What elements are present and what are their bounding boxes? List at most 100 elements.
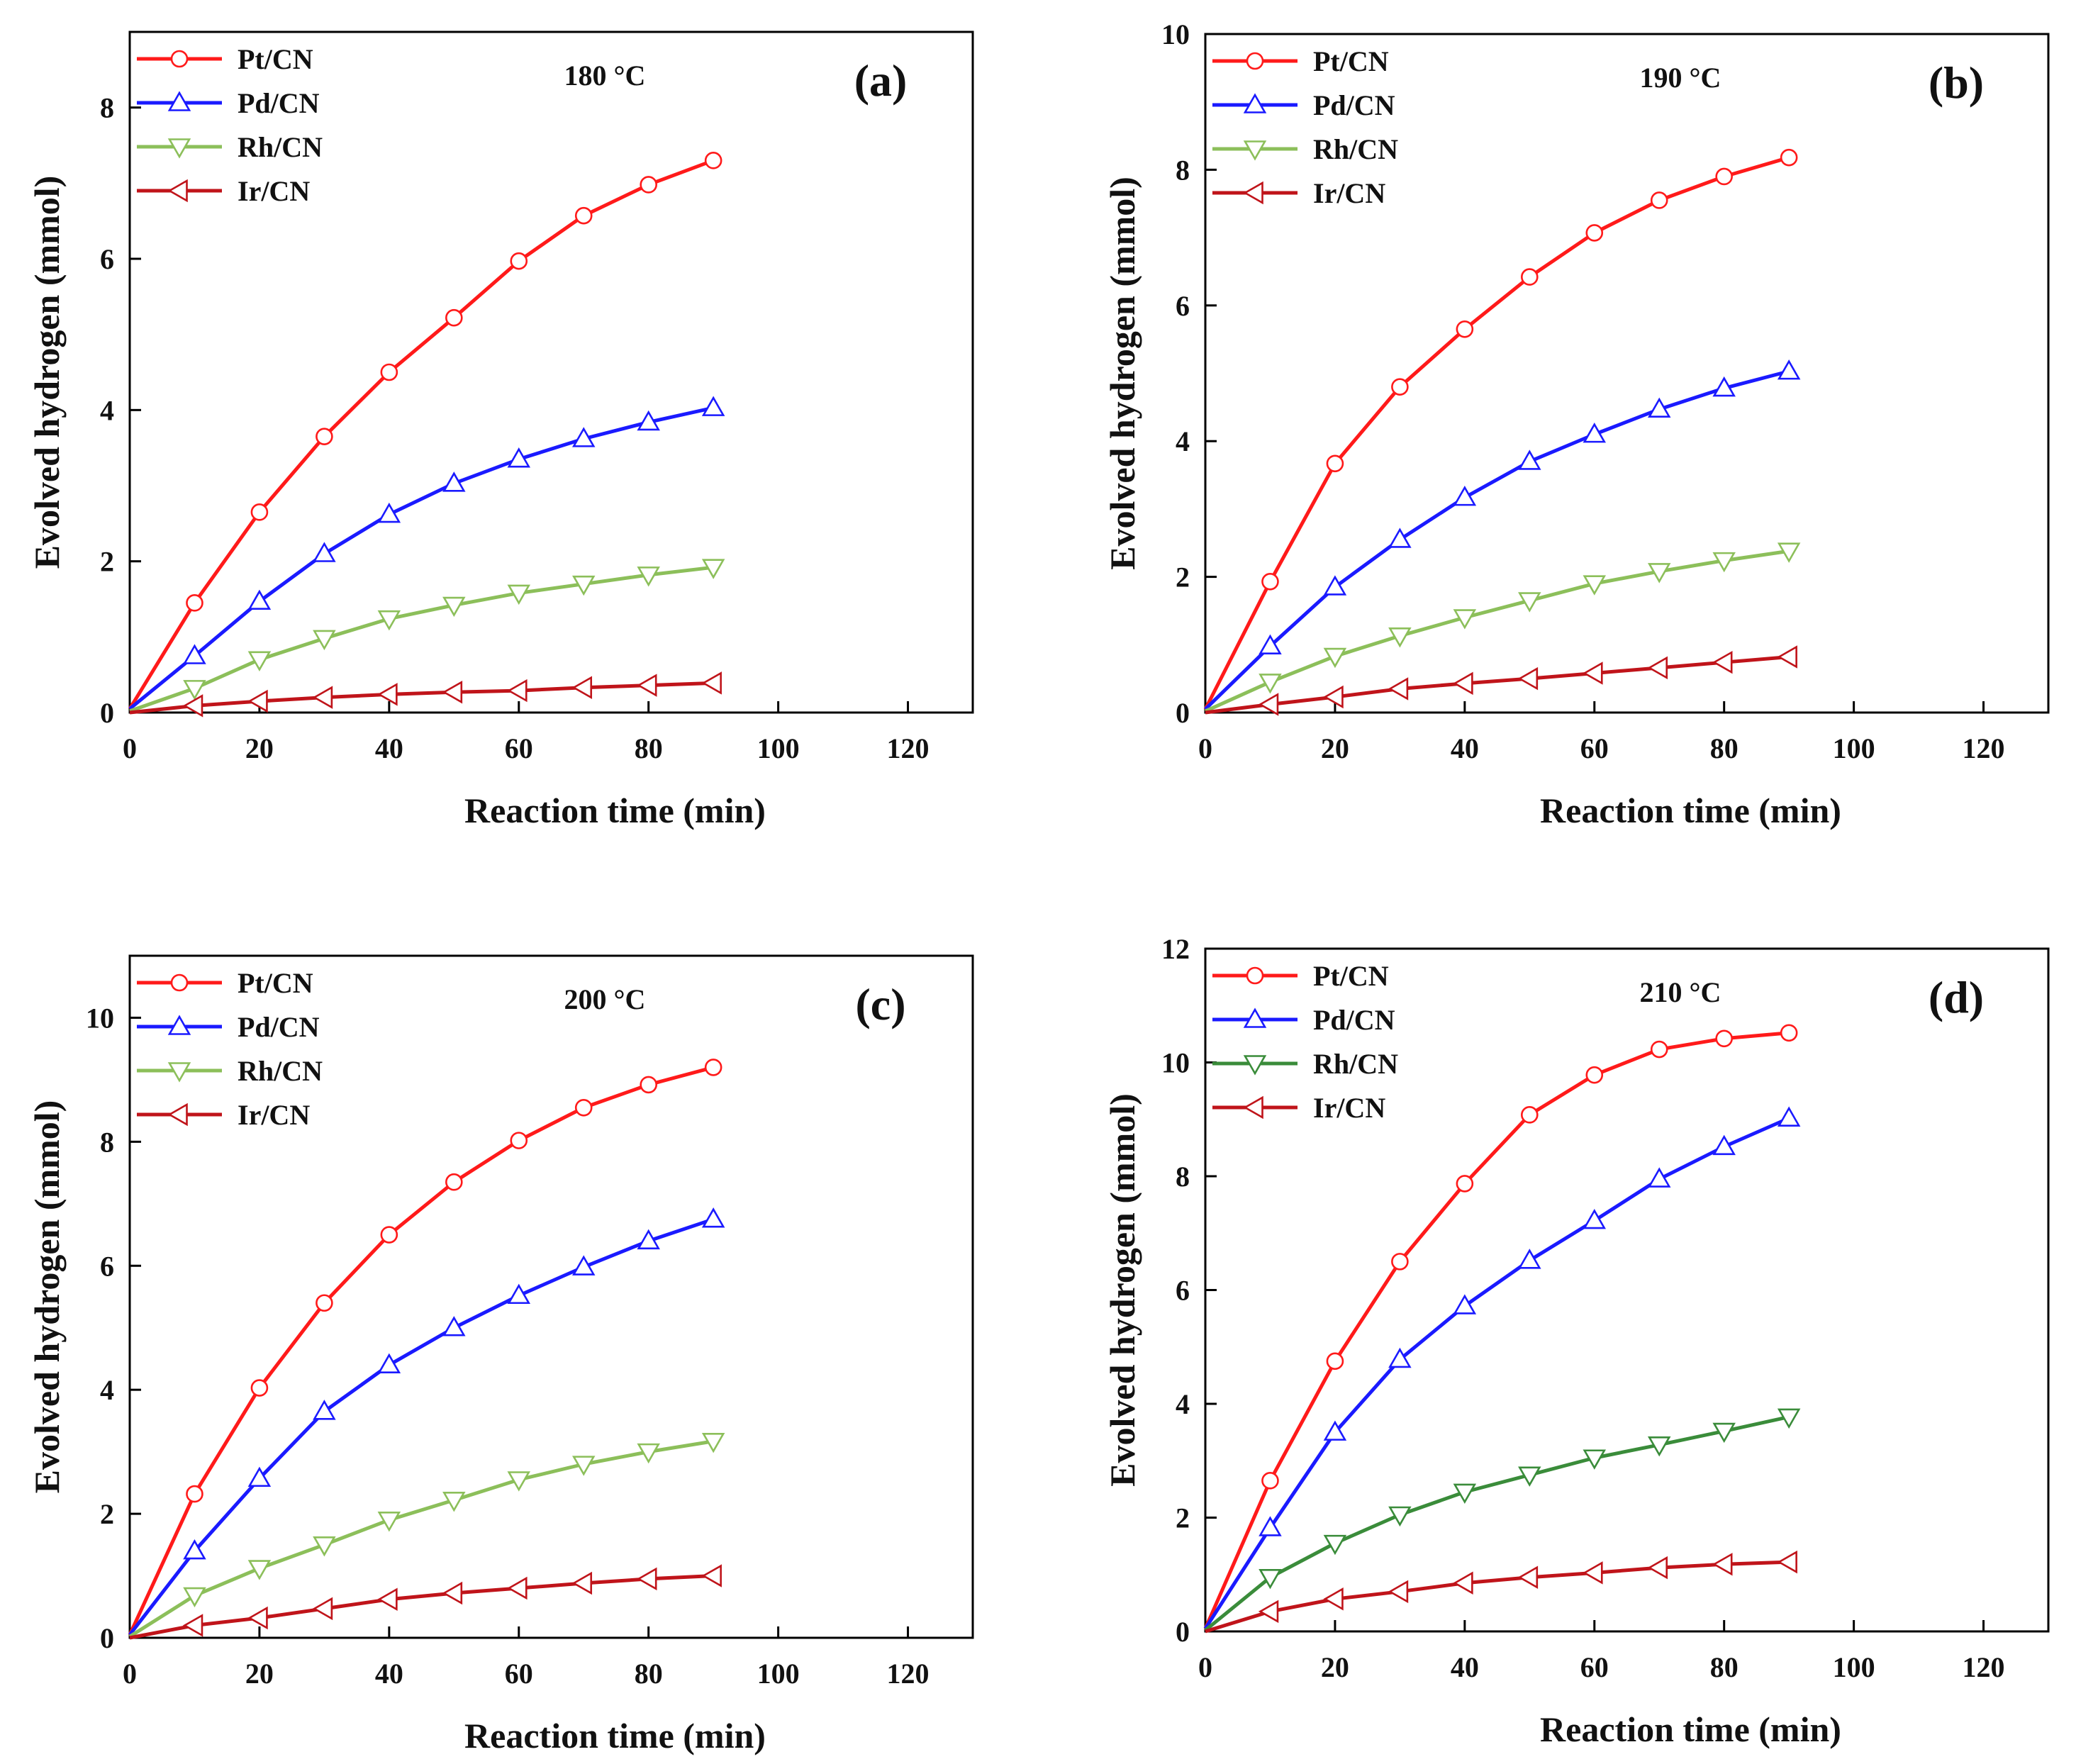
- series-line: [129, 565, 714, 713]
- series-line: [1203, 155, 1790, 710]
- data-point: [1388, 1580, 1409, 1604]
- data-point: [507, 1283, 531, 1305]
- legend-label: Pt/CN: [1313, 960, 1389, 992]
- data-point: [186, 594, 203, 612]
- data-point: [1323, 685, 1344, 709]
- data-point: [442, 680, 463, 704]
- legend-marker: [167, 179, 188, 203]
- x-tick-label: 20: [245, 1658, 274, 1690]
- data-point: [445, 1173, 463, 1191]
- legend-marker: [167, 1102, 188, 1127]
- x-tick-label: 80: [1710, 732, 1739, 764]
- series-pt-cn: [128, 1059, 722, 1636]
- data-point: [701, 396, 725, 416]
- data-point: [1518, 1249, 1541, 1269]
- data-point: [377, 1353, 401, 1373]
- data-point: [312, 1597, 333, 1621]
- x-tick-label: 100: [1833, 1651, 1875, 1683]
- data-point: [1583, 1561, 1603, 1585]
- legend: Pt/CN Pd/CN Rh/CN Ir/CN: [137, 43, 323, 207]
- series-line: [1203, 1116, 1790, 1630]
- data-point: [1259, 1516, 1282, 1536]
- plot-frame: [128, 954, 974, 1639]
- legend-marker: [1243, 181, 1263, 205]
- data-point: [1391, 378, 1409, 396]
- data-point: [247, 651, 272, 671]
- x-tick-label: 120: [887, 1658, 930, 1690]
- x-tick-label: 60: [505, 1658, 533, 1690]
- series-line: [128, 1439, 714, 1639]
- temperature-label: 190 °C: [1640, 62, 1721, 94]
- data-point: [247, 589, 272, 610]
- data-point: [637, 410, 660, 431]
- legend-marker: [1243, 1095, 1263, 1120]
- x-tick-label: 40: [375, 732, 403, 764]
- y-tick-label: 2: [100, 546, 114, 578]
- y-tick-label: 6: [1176, 1275, 1190, 1307]
- y-tick-label: 6: [1176, 290, 1190, 322]
- data-point: [1583, 662, 1603, 685]
- x-tick-label: 20: [1321, 1651, 1349, 1683]
- legend-marker: [1246, 52, 1264, 70]
- x-tick-label: 40: [1451, 1651, 1479, 1683]
- y-axis-title: Evolved hydrogen (mmol): [27, 1100, 67, 1494]
- series-ir-cn: [129, 671, 722, 718]
- data-point: [1780, 148, 1798, 167]
- data-point: [1777, 542, 1801, 563]
- x-axis-title: Reaction time (min): [464, 1716, 766, 1755]
- data-point: [1388, 1347, 1412, 1368]
- temperature-label: 180 °C: [564, 60, 646, 91]
- data-point: [1647, 563, 1671, 584]
- x-axis-title: Reaction time (min): [1540, 1709, 1841, 1749]
- x-axis-title: Reaction time (min): [1540, 791, 1841, 830]
- data-point: [571, 1456, 596, 1476]
- data-point: [701, 671, 722, 695]
- data-point: [1583, 575, 1607, 596]
- data-point: [313, 1536, 336, 1557]
- data-point: [571, 427, 596, 447]
- legend-label: Pd/CN: [238, 1011, 320, 1043]
- data-point: [1453, 671, 1473, 696]
- legend-marker: [1243, 93, 1267, 113]
- y-tick-label: 0: [100, 1622, 114, 1654]
- data-point: [701, 559, 725, 579]
- series-line: [1204, 549, 1790, 713]
- legend-marker: [170, 973, 189, 992]
- y-tick-label: 2: [100, 1498, 114, 1530]
- series-line: [128, 406, 714, 710]
- data-point: [1777, 1550, 1797, 1574]
- y-axis-title: Evolved hydrogen (mmol): [27, 176, 67, 569]
- x-tick-label: 100: [1833, 732, 1875, 764]
- data-point: [637, 1229, 660, 1250]
- data-point: [183, 680, 206, 700]
- chart-panel-b: 0 20 40 60 80 100 120 0 2 4 6 8 10 Reaction time (min…: [1103, 18, 2050, 830]
- data-point: [1258, 1600, 1279, 1624]
- data-point: [183, 1539, 206, 1560]
- plot-frame: [1204, 33, 2050, 714]
- data-point: [182, 694, 203, 718]
- legend: Pt/CN Pd/CN Rh/CN Ir/CN: [137, 967, 323, 1131]
- data-point: [1780, 1024, 1798, 1042]
- data-point: [1456, 320, 1474, 338]
- data-point: [571, 1255, 596, 1275]
- series-line: [128, 158, 715, 710]
- data-point: [442, 1316, 466, 1336]
- data-point: [1712, 1422, 1736, 1444]
- data-point: [1518, 1466, 1541, 1487]
- legend-label: Ir/CN: [1313, 1092, 1385, 1124]
- series-line: [1205, 1560, 1790, 1634]
- data-point: [1715, 1029, 1733, 1048]
- data-point: [1647, 397, 1671, 418]
- legend-label: Pd/CN: [238, 87, 320, 119]
- series-rh-cn: [129, 559, 725, 713]
- data-point: [571, 1571, 593, 1595]
- data-point: [1456, 1175, 1474, 1193]
- y-axis-title: Evolved hydrogen (mmol): [1103, 1093, 1142, 1487]
- data-point: [1583, 423, 1607, 443]
- data-point: [442, 596, 466, 618]
- data-point: [313, 1400, 336, 1420]
- data-point: [1712, 650, 1733, 674]
- y-tick-label: 6: [100, 1250, 114, 1282]
- data-point: [445, 308, 463, 327]
- data-point: [247, 1560, 272, 1580]
